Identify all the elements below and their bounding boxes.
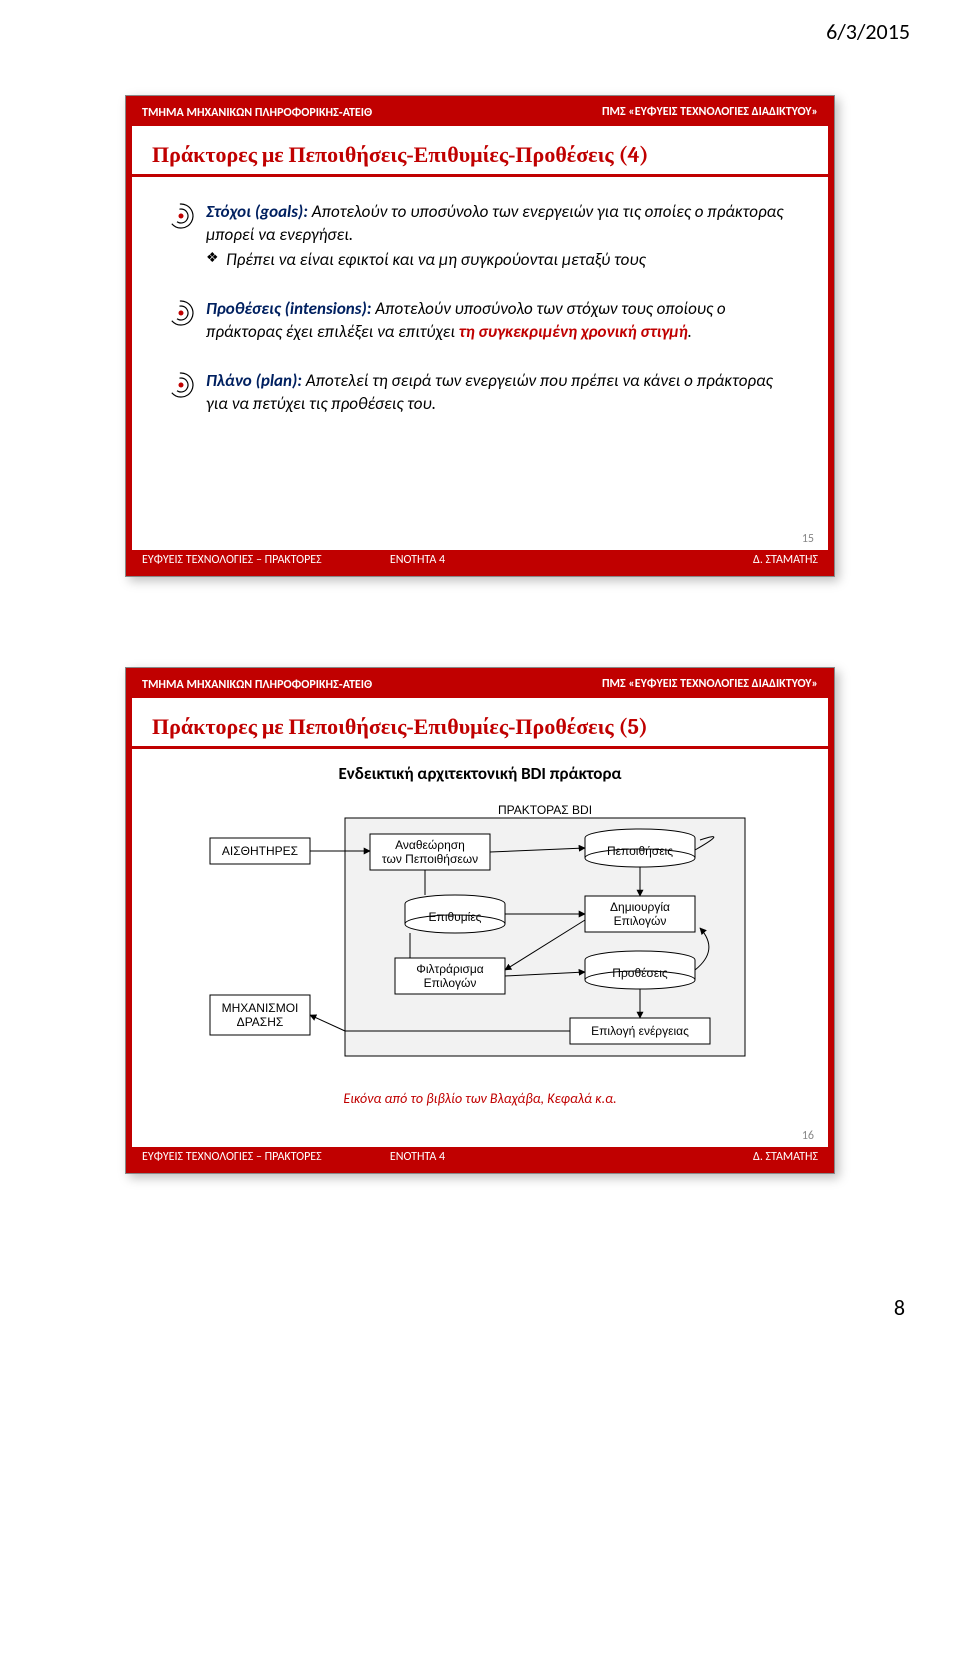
svg-text:Προθέσεις: Προθέσεις (612, 966, 668, 980)
svg-text:Επιθυμίες: Επιθυμίες (429, 910, 482, 924)
diagram-optgen-l2: Επιλογών (614, 914, 667, 928)
slide-body: Στόχοι (goals): Αποτελούν το υποσύνολο τ… (132, 177, 828, 492)
goals-term: Στόχοι (goals): (206, 201, 312, 222)
bullet-goals: Στόχοι (goals): Αποτελούν το υποσύνολο τ… (162, 201, 798, 272)
page-number: 8 (0, 1204, 960, 1345)
diagram-caption: Εικόνα από το βιβλίο των Βλαχάβα, Κεφαλά… (162, 1090, 798, 1107)
diagram-outer-label: ΠΡΑΚΤΟΡΑΣ BDI (498, 803, 592, 817)
diagram-beliefs: Πεποιθήσεις (585, 829, 695, 867)
target-icon (166, 201, 196, 236)
diagram-intentions: Προθέσεις (585, 951, 695, 989)
intensions-text2: . (688, 321, 692, 342)
page-date: 6/3/2015 (0, 0, 960, 55)
slide-header-bar: ΤΜΗΜΑ ΜΗΧΑΝΙΚΩΝ ΠΛΗΡΟΦΟΡΙΚΗΣ‐ΑΤΕΙΘ ΠΜΣ «… (132, 102, 828, 126)
diagram-actionsel: Επιλογή ενέργειας (591, 1024, 689, 1038)
bullet-plan: Πλάνο (plan): Αποτελεί τη σειρά των ενερ… (162, 370, 798, 416)
footer-right: Δ. ΣΤΑΜΑΤΗΣ (615, 553, 818, 567)
diagram-filter-l2: Επιλογών (424, 976, 477, 990)
slide-title: Πράκτορες με Πεποιθήσεις‐Επιθυμίες‐Προθέ… (132, 126, 828, 172)
intensions-highlight: τη συγκεκριμένη χρονική στιγμή (459, 321, 688, 342)
header-left: ΤΜΗΜΑ ΜΗΧΑΝΙΚΩΝ ΠΛΗΡΟΦΟΡΙΚΗΣ‐ΑΤΕΙΘ (142, 677, 372, 692)
slide-number: 16 (802, 1129, 814, 1143)
slide-footer-bar: ΕΥΦΥΕΙΣ ΤΕΧΝΟΛΟΓΙΕΣ – ΠΡΑΚΤΟΡΕΣ ΕΝΟΤΗΤΑ … (132, 550, 828, 570)
slide-number: 15 (802, 532, 814, 546)
target-icon (166, 370, 196, 405)
footer-mid: ΕΝΟΤΗΤΑ 4 (390, 1150, 615, 1164)
target-icon (166, 298, 196, 333)
slide-footer-bar: ΕΥΦΥΕΙΣ ΤΕΧΝΟΛΟΓΙΕΣ – ΠΡΑΚΤΟΡΕΣ ΕΝΟΤΗΤΑ … (132, 1147, 828, 1167)
diagram-beliefrev-l2: των Πεποιθήσεων (382, 852, 478, 866)
slide-body: Ενδεικτική αρχιτεκτονική BDI πράκτορα ΠΡ… (132, 749, 828, 1167)
header-right: ΠΜΣ «ΕΥΦΥΕΙΣ ΤΕΧΝΟΛΟΓΙΕΣ ΔΙΑΔΙΚΤΥΟΥ» (602, 105, 818, 120)
slide-title: Πράκτορες με Πεποιθήσεις‐Επιθυμίες‐Προθέ… (132, 698, 828, 744)
slide-16: ΤΜΗΜΑ ΜΗΧΑΝΙΚΩΝ ΠΛΗΡΟΦΟΡΙΚΗΣ‐ΑΤΕΙΘ ΠΜΣ «… (125, 667, 835, 1174)
footer-right: Δ. ΣΤΑΜΑΤΗΣ (615, 1150, 818, 1164)
header-left: ΤΜΗΜΑ ΜΗΧΑΝΙΚΩΝ ΠΛΗΡΟΦΟΡΙΚΗΣ‐ΑΤΕΙΘ (142, 105, 372, 120)
footer-left: ΕΥΦΥΕΙΣ ΤΕΧΝΟΛΟΓΙΕΣ – ΠΡΑΚΤΟΡΕΣ (142, 553, 390, 567)
svg-text:Πεποιθήσεις: Πεποιθήσεις (607, 844, 673, 858)
diagram-filter-l1: Φιλτράρισμα (416, 962, 484, 976)
diagram-beliefrev-l1: Αναθεώρηση (395, 838, 465, 852)
slide-15: ΤΜΗΜΑ ΜΗΧΑΝΙΚΩΝ ΠΛΗΡΟΦΟΡΙΚΗΣ‐ΑΤΕΙΘ ΠΜΣ «… (125, 95, 835, 577)
footer-left: ΕΥΦΥΕΙΣ ΤΕΧΝΟΛΟΓΙΕΣ – ΠΡΑΚΤΟΡΕΣ (142, 1150, 390, 1164)
diagram-actuators-l1: ΜΗΧΑΝΙΣΜΟΙ (222, 1001, 299, 1015)
diagram-actuators-l2: ΔΡΑΣΗΣ (237, 1015, 284, 1029)
diagram-sensors: ΑΙΣΘΗΤΗΡΕΣ (222, 844, 298, 858)
footer-mid: ΕΝΟΤΗΤΑ 4 (390, 553, 615, 567)
bullet-intensions: Προθέσεις (intensions): Αποτελούν υποσύν… (162, 298, 798, 344)
slide-subheading: Ενδεικτική αρχιτεκτονική BDI πράκτορα (162, 763, 798, 784)
bdi-diagram: ΠΡΑΚΤΟΡΑΣ BDI ΑΙΣΘΗΤΗΡΕΣ ΜΗΧΑΝΙΣΜΟΙ ΔΡΑΣ… (162, 800, 798, 1070)
intensions-term: Προθέσεις (intensions): (206, 298, 375, 319)
goals-subtext: Πρέπει να είναι εφικτοί και να μη συγκρο… (206, 249, 798, 272)
diagram-desires: Επιθυμίες (405, 895, 505, 933)
slide-header-bar: ΤΜΗΜΑ ΜΗΧΑΝΙΚΩΝ ΠΛΗΡΟΦΟΡΙΚΗΣ‐ΑΤΕΙΘ ΠΜΣ «… (132, 674, 828, 698)
diagram-optgen-l1: Δημιουργία (610, 900, 670, 914)
plan-term: Πλάνο (plan): (206, 370, 306, 391)
header-right: ΠΜΣ «ΕΥΦΥΕΙΣ ΤΕΧΝΟΛΟΓΙΕΣ ΔΙΑΔΙΚΤΥΟΥ» (602, 677, 818, 692)
